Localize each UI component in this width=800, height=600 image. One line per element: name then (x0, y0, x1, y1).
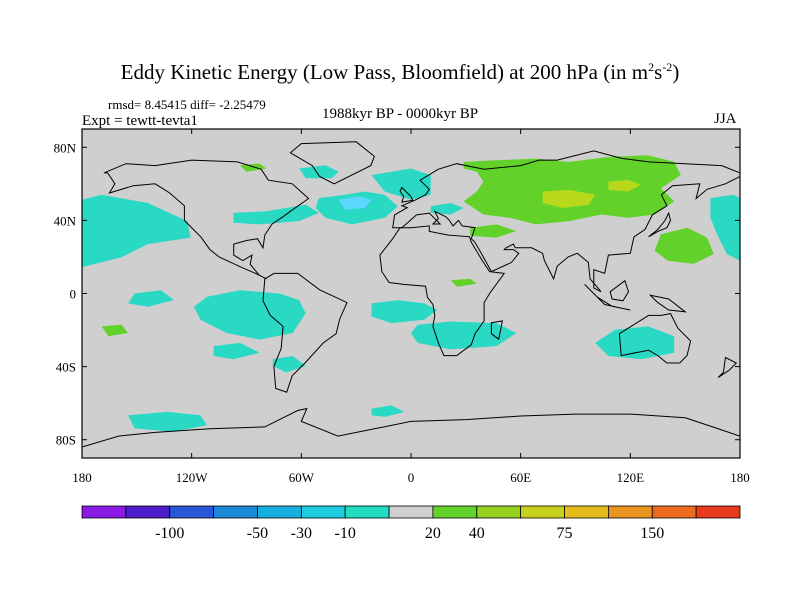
y-tick-label: 80S (56, 433, 76, 448)
colorbar-swatch (476, 505, 522, 519)
y-tick-label: 40S (56, 360, 76, 375)
title-unit-s: s (654, 60, 663, 84)
field-region-pacific-south (193, 290, 306, 340)
field-region-siberia-core2 (608, 180, 642, 192)
x-tick-label: 180 (730, 470, 750, 485)
field-region-atlantic-south (371, 300, 438, 324)
coast-britain (399, 186, 414, 203)
x-tick-label: 120E (617, 470, 645, 485)
experiment-label: Expt = tewtt-tevta1 (82, 113, 198, 129)
field-region-atlantic-north-east (371, 168, 431, 200)
field-region-indian-south (411, 321, 517, 350)
chart-title: Eddy Kinetic Energy (Low Pass, Bloomfiel… (0, 60, 800, 85)
x-tick-label: 60W (289, 470, 315, 485)
field-region-antarctic-pacific (128, 411, 207, 432)
coast-borneo (609, 279, 630, 302)
x-tick-label: 120W (176, 470, 209, 485)
coast-japan (648, 211, 672, 238)
colorbar-label: 75 (557, 525, 573, 542)
colorbar-swatch (695, 505, 741, 519)
title-text: Eddy Kinetic Energy (Low Pass, Bloomfiel… (120, 60, 649, 84)
coast-new-guinea (648, 294, 687, 313)
title-unit-sup2: -2 (662, 60, 673, 74)
colorbar: -100 -50 -30 -10 20 40 75 150 (81, 505, 741, 542)
coastlines (82, 141, 740, 448)
field-region-africa-small (450, 278, 477, 287)
colorbar-swatch (520, 505, 565, 519)
colorbar-swatch (213, 505, 258, 519)
x-tick-label: 60E (510, 470, 531, 485)
coast-greenland (289, 141, 375, 185)
field-region-pacific-south-far (213, 342, 260, 360)
field-region-north-atlantic-core (338, 196, 372, 210)
coast-south-america (262, 272, 348, 393)
colorbar-label: 150 (640, 525, 664, 542)
field-region-arctic-small (239, 163, 267, 172)
field-region-greenland-small (430, 203, 464, 215)
colorbar-swatch (125, 505, 171, 519)
field-region-pacific-north-mid (233, 204, 319, 225)
field-region-atlantic-bay (299, 165, 339, 179)
field-region-pacific-south-east (128, 290, 175, 307)
colorbar-swatch (257, 505, 302, 519)
anomaly-field (82, 155, 740, 432)
colorbar-swatch (651, 505, 697, 519)
field-region-siberia-core (542, 189, 596, 208)
coast-australia (618, 313, 692, 364)
colorbar-label: 20 (425, 525, 441, 542)
field-region-arabia (470, 224, 517, 238)
season-label: JJA (714, 111, 737, 127)
colorbar-swatch (388, 505, 434, 519)
field-region-antarctic-small (371, 405, 405, 417)
field-region-eurasia (463, 155, 681, 225)
period-label: 1988kyr BP - 0000kyr BP (322, 106, 479, 122)
colorbar-label: -100 (155, 525, 184, 542)
field-region-chile-coast (272, 356, 306, 373)
coast-new-zealand (717, 356, 738, 379)
field-region-pacific-north-west (82, 194, 191, 268)
axes: 180 120W 60W 0 60E 120E 180 80N 40N 0 40S 80S (54, 129, 750, 485)
coast-africa (379, 225, 506, 357)
title-unit-close: ) (672, 60, 680, 84)
colorbar-swatch (564, 505, 609, 519)
title-unit-sup1: 2 (648, 60, 655, 74)
coast-north-america (103, 159, 310, 280)
colorbar-label: 40 (469, 525, 485, 542)
coast-madagascar (490, 320, 504, 341)
y-tick-label: 80N (54, 140, 77, 155)
colorbar-swatch (81, 505, 127, 519)
colorbar-label: -10 (335, 525, 356, 542)
stats-text: rmsd= 8.45415 diff= -2.25479 (108, 97, 266, 112)
colorbar-swatch (608, 505, 653, 519)
colorbar-swatch (344, 505, 390, 519)
colorbar-swatch (300, 505, 346, 519)
x-tick-label: 0 (408, 470, 415, 485)
x-tick-label: 180 (72, 470, 92, 485)
colorbar-swatch (432, 505, 478, 519)
field-region-northwest-pacific (654, 227, 714, 264)
coast-europe-asia (392, 150, 740, 293)
field-region-pacific-north-east (710, 194, 740, 261)
field-region-australia-south (595, 326, 675, 360)
colorbar-label: -30 (291, 525, 312, 542)
y-tick-label: 0 (70, 287, 77, 302)
colorbar-swatch (169, 505, 215, 519)
coast-indonesia (584, 284, 631, 311)
y-tick-label: 40N (54, 213, 77, 228)
colorbar-label: -50 (247, 525, 268, 542)
field-region-south-pacific-small (101, 324, 129, 337)
coast-antarctica (82, 407, 740, 448)
